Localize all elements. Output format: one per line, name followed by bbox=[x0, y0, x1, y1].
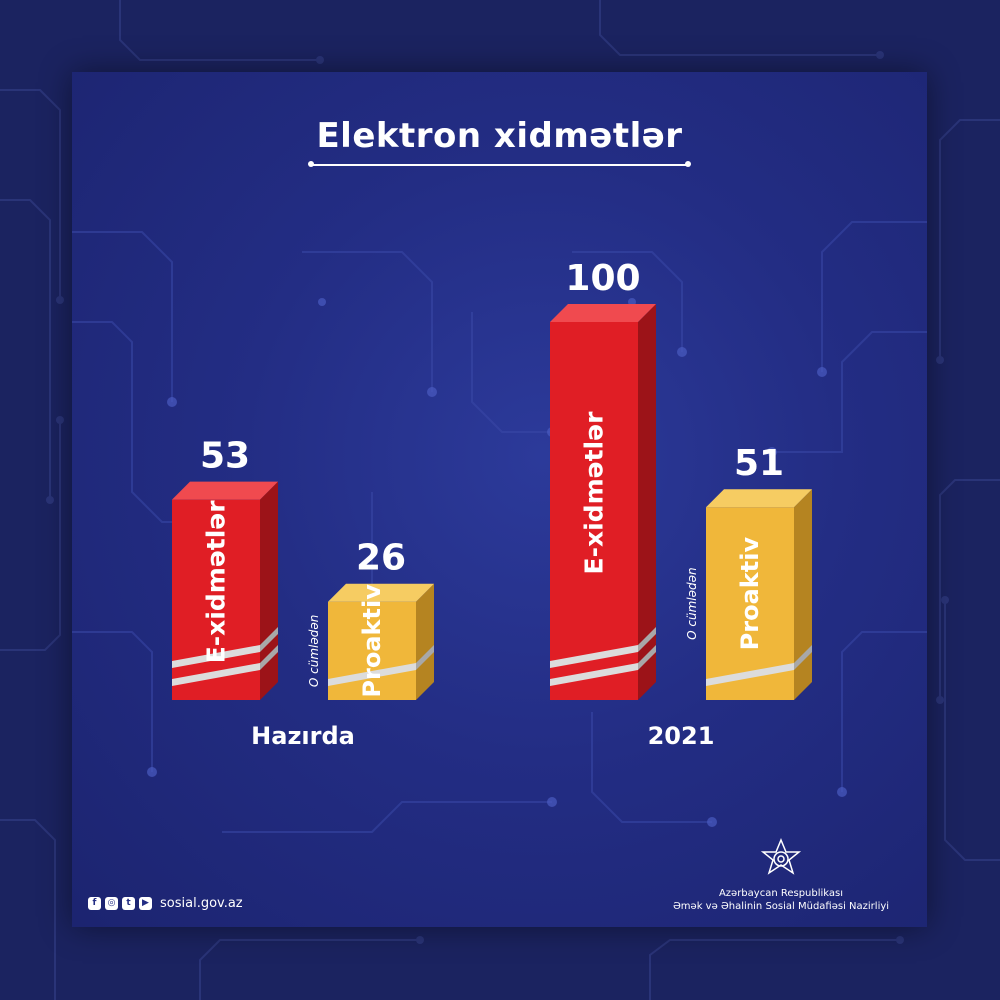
title-underline bbox=[308, 161, 691, 167]
bar-top-proaktiv-1 bbox=[706, 489, 812, 508]
value-label-e-xidmetler-0: 53 bbox=[200, 436, 250, 477]
bar-stripe-side-e-xidmetler-1-1 bbox=[638, 627, 656, 652]
bar-stripe-proaktiv-0-0 bbox=[328, 663, 416, 686]
bar-stripe-side-proaktiv-1-0 bbox=[794, 645, 812, 670]
youtube-icon[interactable]: ▶ bbox=[139, 897, 152, 910]
org-line-1: Azərbaycan Respublikası bbox=[718, 888, 844, 899]
bar-stripe-side-e-xidmetler-0-0 bbox=[260, 645, 278, 670]
bar-label-proaktiv-1: Proaktiv bbox=[736, 537, 764, 651]
bar-stripe-e-xidmetler-1-1 bbox=[550, 645, 638, 668]
category-label-0: Hazırda bbox=[251, 722, 355, 750]
bar-proaktiv-0 bbox=[328, 601, 416, 700]
ministry-emblem-icon bbox=[760, 838, 802, 875]
infographic-panel: Elektron xidmətlər E-xidmətlər 53 Proaktiv… bbox=[72, 72, 927, 927]
bar-label-proaktiv-0: Proaktiv bbox=[358, 584, 386, 698]
bar-stripe-side-e-xidmetler-0-1 bbox=[260, 627, 278, 652]
twitter-icon[interactable]: t bbox=[122, 897, 135, 910]
bar-stripe-e-xidmetler-0-0 bbox=[172, 663, 260, 686]
facebook-icon[interactable]: f bbox=[88, 897, 101, 910]
chart-title: Elektron xidmətlər bbox=[316, 116, 683, 156]
value-label-e-xidmetler-1: 100 bbox=[565, 258, 640, 299]
bar-label-e-xidmetler-0: E-xidmətlər bbox=[202, 500, 231, 664]
annotation-o-cumleden-0: O cümlədən bbox=[307, 615, 321, 687]
bar-stripe-e-xidmetler-0-1 bbox=[172, 645, 260, 668]
bar-stripe-side-e-xidmetler-1-0 bbox=[638, 645, 656, 670]
bar-top-proaktiv-0 bbox=[328, 583, 434, 602]
bar-e-xidmetler-1 bbox=[550, 322, 638, 700]
value-label-proaktiv-0: 26 bbox=[356, 538, 406, 579]
instagram-icon[interactable]: ◎ bbox=[105, 897, 118, 910]
bar-stripe-e-xidmetler-1-0 bbox=[550, 663, 638, 686]
bar-stripe-side-proaktiv-0-0 bbox=[416, 645, 434, 670]
category-label-1: 2021 bbox=[648, 722, 715, 750]
bar-chart: E-xidmətlər 53 Proaktiv 26 O cümlədən Hazırda… bbox=[172, 258, 812, 750]
website-link[interactable]: sosial.gov.az bbox=[160, 896, 243, 911]
bar-top-e-xidmetler-1 bbox=[550, 304, 656, 322]
bar-top-e-xidmetler-0 bbox=[172, 481, 278, 500]
bar-label-e-xidmetler-1: E-xidmətlər bbox=[580, 411, 609, 575]
bar-side-proaktiv-0 bbox=[416, 583, 434, 700]
bar-side-e-xidmetler-1 bbox=[638, 304, 656, 700]
bar-stripe-proaktiv-1-0 bbox=[706, 663, 794, 686]
bar-side-proaktiv-1 bbox=[794, 489, 812, 700]
org-line-2: Əmək və Əhalinin Sosial Müdafiəsi Nazirl… bbox=[672, 901, 890, 912]
footer-social: f ◎ t ▶ sosial.gov.az bbox=[88, 896, 243, 911]
ministry-block: Azərbaycan Respublikası Əmək və Əhalinin… bbox=[651, 837, 911, 913]
annotation-o-cumleden-1: O cümlədən bbox=[685, 567, 699, 639]
value-label-proaktiv-1: 51 bbox=[734, 443, 784, 484]
